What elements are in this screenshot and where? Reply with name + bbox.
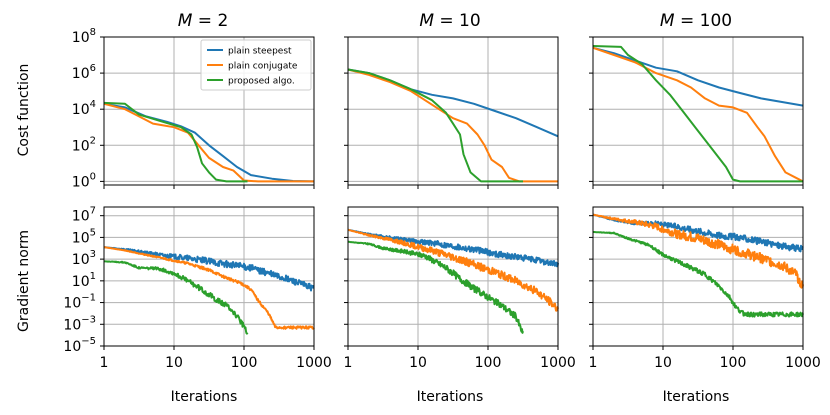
series-line-plain-conjugate <box>592 46 804 183</box>
y-tick-label: 106 <box>72 63 96 82</box>
legend-box <box>200 39 312 91</box>
x-tick-label: 10 <box>654 355 672 371</box>
x-tick-label: 100 <box>475 355 502 371</box>
x-axis-label-m10: Iterations <box>417 389 484 405</box>
panel-gradient-m100: 1 10 100 1000 <box>589 206 821 371</box>
series-line-proposed-algo <box>592 231 804 318</box>
y-tick-label: 10−3 <box>63 314 96 333</box>
legend-label-plain-steepest: plain steepest <box>228 47 292 57</box>
plot-frame <box>592 206 804 347</box>
y-tick-label: 108 <box>72 27 96 46</box>
x-tick-label: 1 <box>589 355 598 371</box>
x-axis-label-m100: Iterations <box>663 389 730 405</box>
plot-frame <box>347 206 559 347</box>
column-title-m100: M = 100 <box>660 11 732 31</box>
plot-frame <box>347 36 559 186</box>
series-line-plain-conjugate <box>347 68 558 183</box>
y-tick-label: 107 <box>72 206 96 225</box>
x-tick-label: 1000 <box>296 355 332 371</box>
y-tick-label: 100 <box>72 171 96 190</box>
series-line-plain-steepest <box>103 246 315 292</box>
series-line-plain-steepest <box>592 46 804 107</box>
y-tick-label: 103 <box>72 249 96 268</box>
panel-cost-m100 <box>589 36 804 189</box>
x-tick-label: 1 <box>100 355 109 371</box>
plot-frame <box>103 36 315 186</box>
panel-gradient-m2: 1 10 100 1000 10−5 10−3 10−1 101 103 105 107 <box>63 206 331 371</box>
panel-cost-m2: 100 102 104 106 108 plain steepest plain conju… <box>72 27 315 190</box>
x-tick-label: 100 <box>720 355 747 371</box>
row-label-cost-function: Cost function <box>16 64 32 157</box>
y-tick-label: 10−5 <box>63 336 96 355</box>
series-line-plain-conjugate <box>103 246 315 330</box>
x-tick-label: 1 <box>344 355 353 371</box>
x-tick-label: 10 <box>165 355 183 371</box>
y-tick-label: 10−1 <box>63 293 96 312</box>
series-line-proposed-algo <box>592 45 803 183</box>
series-line-plain-conjugate <box>103 102 314 183</box>
legend-label-proposed-algo: proposed algo. <box>228 77 295 87</box>
column-title-m2: M = 2 <box>178 11 229 31</box>
row-label-gradient-norm: Gradient norm <box>16 230 32 332</box>
x-tick-label: 100 <box>231 355 258 371</box>
plot-frame <box>592 36 804 186</box>
series-line-proposed-algo <box>347 68 523 183</box>
y-tick-label: 101 <box>72 271 96 290</box>
series-line-plain-steepest <box>347 228 559 268</box>
x-tick-label: 1000 <box>785 355 821 371</box>
series-line-proposed-algo <box>103 101 248 183</box>
series-line-proposed-algo <box>347 240 524 334</box>
y-tick-label: 104 <box>72 99 96 118</box>
x-axis-label-m2: Iterations <box>171 389 238 405</box>
series-line-plain-conjugate <box>347 228 559 312</box>
legend-label-plain-conjugate: plain conjugate <box>228 62 298 72</box>
plot-frame <box>103 206 315 347</box>
series-line-proposed-algo <box>103 260 249 335</box>
x-tick-label: 10 <box>409 355 427 371</box>
y-tick-label: 102 <box>72 135 96 154</box>
panel-cost-m10 <box>344 36 559 189</box>
y-tick-label: 105 <box>72 227 96 246</box>
column-title-m10: M = 10 <box>419 11 480 31</box>
panel-gradient-m10: 1 10 100 1000 <box>344 206 576 371</box>
x-tick-label: 1000 <box>540 355 576 371</box>
series-line-plain-conjugate <box>592 213 804 289</box>
